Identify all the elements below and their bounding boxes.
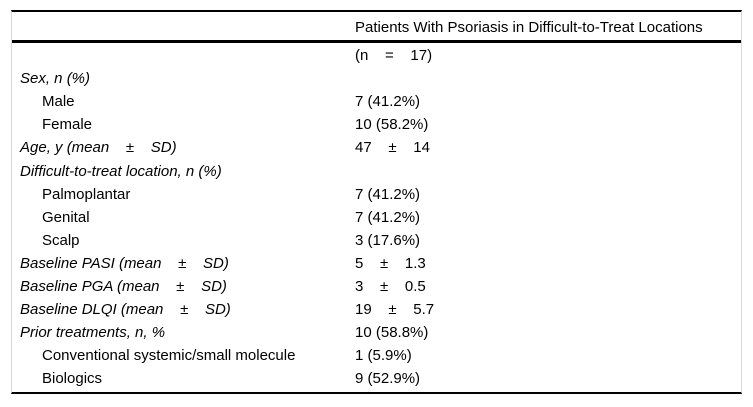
row-label-location: Difficult-to-treat location, n (%) xyxy=(20,162,222,180)
row-label-genital: Genital xyxy=(42,208,90,226)
table-row: Conventional systemic/small molecule 1 (… xyxy=(12,344,741,367)
table-row: Baseline DLQI (mean ± SD) 19 ± 5.7 xyxy=(12,298,741,321)
row-label-palmoplantar: Palmoplantar xyxy=(42,185,131,203)
table-row: Biologics 9 (52.9%) xyxy=(12,367,741,390)
row-label-age: Age, y (mean ± SD) xyxy=(20,139,177,157)
row-value-baseline-pasi: 5 ± 1.3 xyxy=(355,254,426,272)
row-value-baseline-pga: 3 ± 0.5 xyxy=(355,277,426,295)
table-row: Age, y (mean ± SD) 47 ± 14 xyxy=(12,136,741,159)
row-label-scalp: Scalp xyxy=(42,231,80,249)
table-row: Palmoplantar 7 (41.2%) xyxy=(12,183,741,206)
row-label-biologics: Biologics xyxy=(42,370,103,388)
row-value-palmoplantar: 7 (41.2%) xyxy=(355,185,421,203)
table-row: Baseline PASI (mean ± SD) 5 ± 1.3 xyxy=(12,252,741,275)
table-header-row: Patients With Psoriasis in Difficult-to-… xyxy=(12,12,741,43)
row-label-conventional-systemic: Conventional systemic/small molecule xyxy=(42,347,296,365)
table-row: Female 10 (58.2%) xyxy=(12,113,741,136)
row-label-prior-treatments: Prior treatments, n, % xyxy=(20,324,166,342)
row-value-conventional-systemic: 1 (5.9%) xyxy=(355,347,412,365)
row-value-male: 7 (41.2%) xyxy=(355,93,421,111)
row-value-n-count: (n = 17) xyxy=(355,47,433,65)
column-header: Patients With Psoriasis in Difficult-to-… xyxy=(355,19,703,36)
row-value-baseline-dlqi: 19 ± 5.7 xyxy=(355,301,435,319)
table-row: (n = 17) xyxy=(12,44,741,67)
patient-characteristics-table: Patients With Psoriasis in Difficult-to-… xyxy=(11,10,742,395)
table-row: Baseline PGA (mean ± SD) 3 ± 0.5 xyxy=(12,275,741,298)
row-value-prior-treatments: 10 (58.8%) xyxy=(355,324,429,342)
table-row: Sex, n (%) xyxy=(12,67,741,90)
table-body: (n = 17) Sex, n (%) Male 7 (41.2%) Femal… xyxy=(12,43,741,392)
row-label-sex: Sex, n (%) xyxy=(20,70,91,88)
row-label-male: Male xyxy=(42,93,75,111)
row-value-genital: 7 (41.2%) xyxy=(355,208,421,226)
row-label-baseline-pga: Baseline PGA (mean ± SD) xyxy=(20,277,227,295)
table-row: Male 7 (41.2%) xyxy=(12,90,741,113)
row-value-female: 10 (58.2%) xyxy=(355,116,429,134)
row-label-baseline-pasi: Baseline PASI (mean ± SD) xyxy=(20,254,229,272)
row-value-scalp: 3 (17.6%) xyxy=(355,231,421,249)
table-row: Genital 7 (41.2%) xyxy=(12,206,741,229)
table-row: Difficult-to-treat location, n (%) xyxy=(12,159,741,182)
table-row: Scalp 3 (17.6%) xyxy=(12,229,741,252)
row-label-female: Female xyxy=(42,116,93,134)
table-row: Prior treatments, n, % 10 (58.8%) xyxy=(12,321,741,344)
row-value-age: 47 ± 14 xyxy=(355,139,430,157)
row-label-baseline-dlqi: Baseline DLQI (mean ± SD) xyxy=(20,301,231,319)
row-value-biologics: 9 (52.9%) xyxy=(355,370,421,388)
